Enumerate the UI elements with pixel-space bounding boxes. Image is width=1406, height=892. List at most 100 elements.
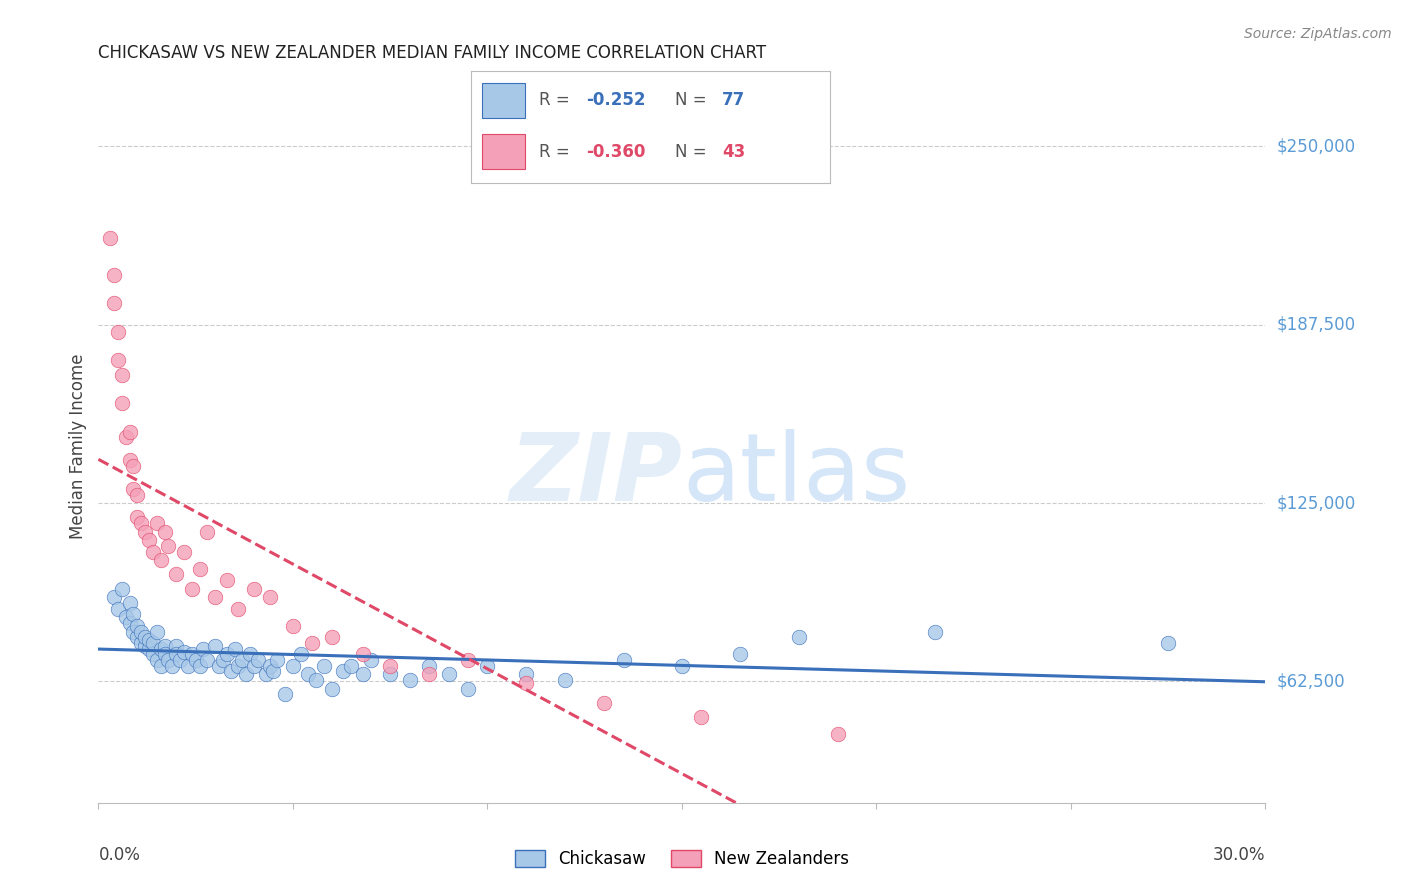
Point	[118, 425, 141, 439]
Point	[138, 633, 160, 648]
Point	[204, 639, 226, 653]
Point	[418, 667, 440, 681]
Text: -0.252: -0.252	[586, 91, 645, 110]
Point	[127, 487, 149, 501]
Point	[418, 658, 440, 673]
Point	[129, 636, 152, 650]
Point	[671, 658, 693, 673]
Text: ZIP: ZIP	[509, 428, 682, 521]
Point	[149, 641, 172, 656]
Point	[138, 533, 160, 548]
Text: $187,500: $187,500	[1277, 316, 1355, 334]
Point	[111, 582, 134, 596]
Point	[690, 710, 713, 724]
FancyBboxPatch shape	[482, 134, 524, 169]
Point	[188, 658, 211, 673]
Point	[215, 573, 238, 587]
Point	[153, 639, 176, 653]
Text: -0.360: -0.360	[586, 143, 645, 161]
Point	[153, 648, 176, 662]
Legend: Chickasaw, New Zealanders: Chickasaw, New Zealanders	[506, 842, 858, 877]
Text: N =: N =	[675, 143, 713, 161]
Point	[254, 667, 277, 681]
Point	[195, 653, 218, 667]
Point	[103, 591, 125, 605]
Point	[184, 653, 207, 667]
Point	[157, 653, 180, 667]
Point	[114, 610, 136, 624]
Point	[118, 615, 141, 630]
Point	[612, 653, 634, 667]
Point	[301, 636, 323, 650]
Point	[146, 624, 169, 639]
Point	[259, 658, 281, 673]
Point	[173, 644, 195, 658]
Point	[321, 630, 343, 644]
Point	[127, 619, 149, 633]
Point	[157, 539, 180, 553]
Point	[134, 630, 156, 644]
Point	[122, 458, 145, 473]
Text: 43: 43	[723, 143, 745, 161]
Point	[262, 665, 284, 679]
Point	[231, 653, 253, 667]
Text: 30.0%: 30.0%	[1213, 846, 1265, 863]
Point	[360, 653, 382, 667]
Point	[165, 567, 187, 582]
Point	[127, 510, 149, 524]
Point	[107, 353, 129, 368]
Point	[208, 658, 231, 673]
Point	[332, 665, 354, 679]
Point	[111, 368, 134, 382]
Point	[169, 653, 191, 667]
Point	[103, 268, 125, 282]
Point	[118, 596, 141, 610]
Point	[142, 544, 165, 558]
Point	[219, 665, 242, 679]
Text: Source: ZipAtlas.com: Source: ZipAtlas.com	[1244, 27, 1392, 41]
Point	[352, 667, 374, 681]
Point	[142, 648, 165, 662]
Point	[180, 648, 202, 662]
Point	[477, 658, 499, 673]
Point	[554, 673, 576, 687]
Text: 0.0%: 0.0%	[98, 846, 141, 863]
Point	[134, 524, 156, 539]
Point	[107, 325, 129, 339]
Point	[98, 230, 121, 244]
Point	[274, 687, 297, 701]
Point	[297, 667, 319, 681]
Point	[122, 607, 145, 622]
Point	[290, 648, 312, 662]
Point	[204, 591, 226, 605]
Point	[146, 653, 169, 667]
Point	[457, 653, 479, 667]
Point	[149, 658, 172, 673]
Point	[127, 630, 149, 644]
Point	[235, 667, 257, 681]
Text: CHICKASAW VS NEW ZEALANDER MEDIAN FAMILY INCOME CORRELATION CHART: CHICKASAW VS NEW ZEALANDER MEDIAN FAMILY…	[98, 45, 766, 62]
Text: N =: N =	[675, 91, 713, 110]
Point	[1157, 636, 1180, 650]
Point	[259, 591, 281, 605]
Point	[224, 641, 246, 656]
Point	[340, 658, 363, 673]
Point	[103, 296, 125, 310]
Point	[180, 582, 202, 596]
Point	[437, 667, 460, 681]
Point	[146, 516, 169, 530]
Point	[730, 648, 752, 662]
Point	[787, 630, 810, 644]
Point	[165, 648, 187, 662]
Text: 77: 77	[723, 91, 745, 110]
Point	[138, 641, 160, 656]
Text: $62,500: $62,500	[1277, 673, 1346, 690]
Point	[173, 544, 195, 558]
Point	[246, 653, 269, 667]
Text: R =: R =	[538, 91, 575, 110]
Point	[321, 681, 343, 696]
Y-axis label: Median Family Income: Median Family Income	[69, 353, 87, 539]
Point	[457, 681, 479, 696]
FancyBboxPatch shape	[482, 83, 524, 119]
Point	[107, 601, 129, 615]
